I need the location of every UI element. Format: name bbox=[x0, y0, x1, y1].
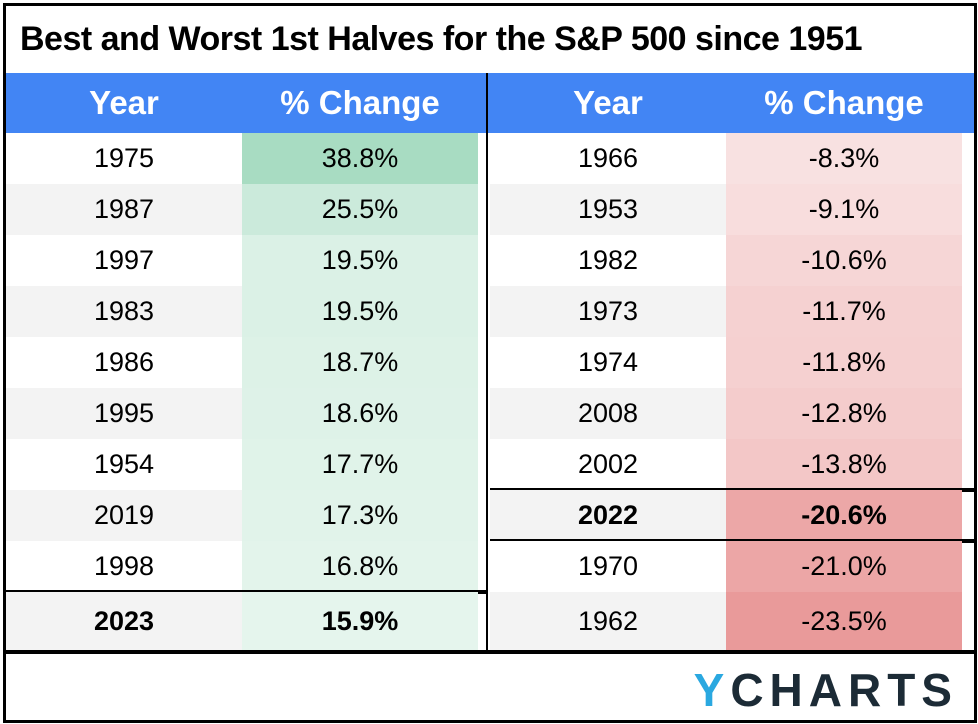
worst-row: 1962 -23.5% bbox=[490, 592, 974, 650]
worst-year-header: Year bbox=[573, 84, 643, 121]
best-change-header: % Change bbox=[280, 84, 440, 121]
worst-year-cell: 1974 bbox=[490, 337, 726, 388]
best-header-row: Year % Change bbox=[6, 73, 490, 133]
worst-row: 1973 -11.7% bbox=[490, 286, 974, 337]
ycharts-logo: Y CHARTS bbox=[693, 664, 958, 716]
best-halves-table: Year % Change 1975 38.8% 1987 25.5% 1997 19.5… bbox=[6, 73, 490, 650]
best-row: 1986 18.7% bbox=[6, 337, 490, 388]
best-year-cell: 1995 bbox=[6, 388, 242, 439]
worst-row: 1953 -9.1% bbox=[490, 184, 974, 235]
worst-change-cell: -8.3% bbox=[726, 133, 962, 184]
logo-y: Y bbox=[693, 664, 731, 716]
logo-rest: CHARTS bbox=[730, 664, 958, 716]
worst-row: 1982 -10.6% bbox=[490, 235, 974, 286]
best-year-cell: 1997 bbox=[6, 235, 242, 286]
worst-header-row: Year % Change bbox=[490, 73, 974, 133]
worst-row: 1970 -21.0% bbox=[490, 541, 974, 592]
best-change-cell: 19.5% bbox=[242, 235, 478, 286]
best-year-cell: 1954 bbox=[6, 439, 242, 490]
worst-year-cell: 1953 bbox=[490, 184, 726, 235]
best-row: 1987 25.5% bbox=[6, 184, 490, 235]
best-change-cell: 15.9% bbox=[242, 592, 478, 650]
worst-year-cell: 1973 bbox=[490, 286, 726, 337]
best-change-cell: 18.6% bbox=[242, 388, 478, 439]
worst-year-cell: 1962 bbox=[490, 592, 726, 650]
best-year-cell: 1987 bbox=[6, 184, 242, 235]
best-row: 1995 18.6% bbox=[6, 388, 490, 439]
worst-year-cell: 1970 bbox=[490, 541, 726, 592]
worst-halves-table: Year % Change 1966 -8.3% 1953 -9.1% 1982 -10.… bbox=[490, 73, 974, 650]
best-change-cell: 17.3% bbox=[242, 490, 478, 541]
worst-change-cell: -11.7% bbox=[726, 286, 962, 337]
worst-change-cell: -13.8% bbox=[726, 439, 962, 490]
worst-change-cell: -12.8% bbox=[726, 388, 962, 439]
worst-change-cell: -21.0% bbox=[726, 541, 962, 592]
best-change-cell: 16.8% bbox=[242, 541, 478, 592]
worst-year-cell: 1966 bbox=[490, 133, 726, 184]
footer-divider bbox=[6, 650, 974, 654]
best-row: 2023 15.9% bbox=[6, 592, 490, 650]
best-row: 2019 17.3% bbox=[6, 490, 490, 541]
best-year-cell: 1998 bbox=[6, 541, 242, 592]
best-year-cell: 1986 bbox=[6, 337, 242, 388]
worst-change-header: % Change bbox=[764, 84, 924, 121]
best-row: 1954 17.7% bbox=[6, 439, 490, 490]
worst-change-cell: -20.6% bbox=[726, 490, 962, 541]
best-year-cell: 2023 bbox=[6, 592, 242, 650]
worst-year-cell: 2022 bbox=[490, 490, 726, 541]
worst-change-cell: -10.6% bbox=[726, 235, 962, 286]
best-change-cell: 25.5% bbox=[242, 184, 478, 235]
best-change-cell: 18.7% bbox=[242, 337, 478, 388]
worst-row: 2022 -20.6% bbox=[490, 490, 974, 541]
worst-row: 1974 -11.8% bbox=[490, 337, 974, 388]
table-frame: Best and Worst 1st Halves for the S&P 50… bbox=[3, 3, 977, 723]
best-change-cell: 38.8% bbox=[242, 133, 478, 184]
best-year-header: Year bbox=[89, 84, 159, 121]
worst-change-cell: -9.1% bbox=[726, 184, 962, 235]
best-year-cell: 1983 bbox=[6, 286, 242, 337]
worst-row: 2008 -12.8% bbox=[490, 388, 974, 439]
worst-row: 2002 -13.8% bbox=[490, 439, 974, 490]
worst-year-cell: 2002 bbox=[490, 439, 726, 490]
best-change-cell: 19.5% bbox=[242, 286, 478, 337]
worst-year-cell: 2008 bbox=[490, 388, 726, 439]
worst-change-cell: -11.8% bbox=[726, 337, 962, 388]
best-year-cell: 2019 bbox=[6, 490, 242, 541]
worst-row: 1966 -8.3% bbox=[490, 133, 974, 184]
best-row: 1997 19.5% bbox=[6, 235, 490, 286]
best-row: 1998 16.8% bbox=[6, 541, 490, 592]
best-change-cell: 17.7% bbox=[242, 439, 478, 490]
best-row: 1975 38.8% bbox=[6, 133, 490, 184]
best-year-cell: 1975 bbox=[6, 133, 242, 184]
table-title: Best and Worst 1st Halves for the S&P 50… bbox=[20, 20, 863, 58]
column-divider bbox=[486, 73, 488, 650]
worst-change-cell: -23.5% bbox=[726, 592, 962, 650]
worst-year-cell: 1982 bbox=[490, 235, 726, 286]
best-row: 1983 19.5% bbox=[6, 286, 490, 337]
